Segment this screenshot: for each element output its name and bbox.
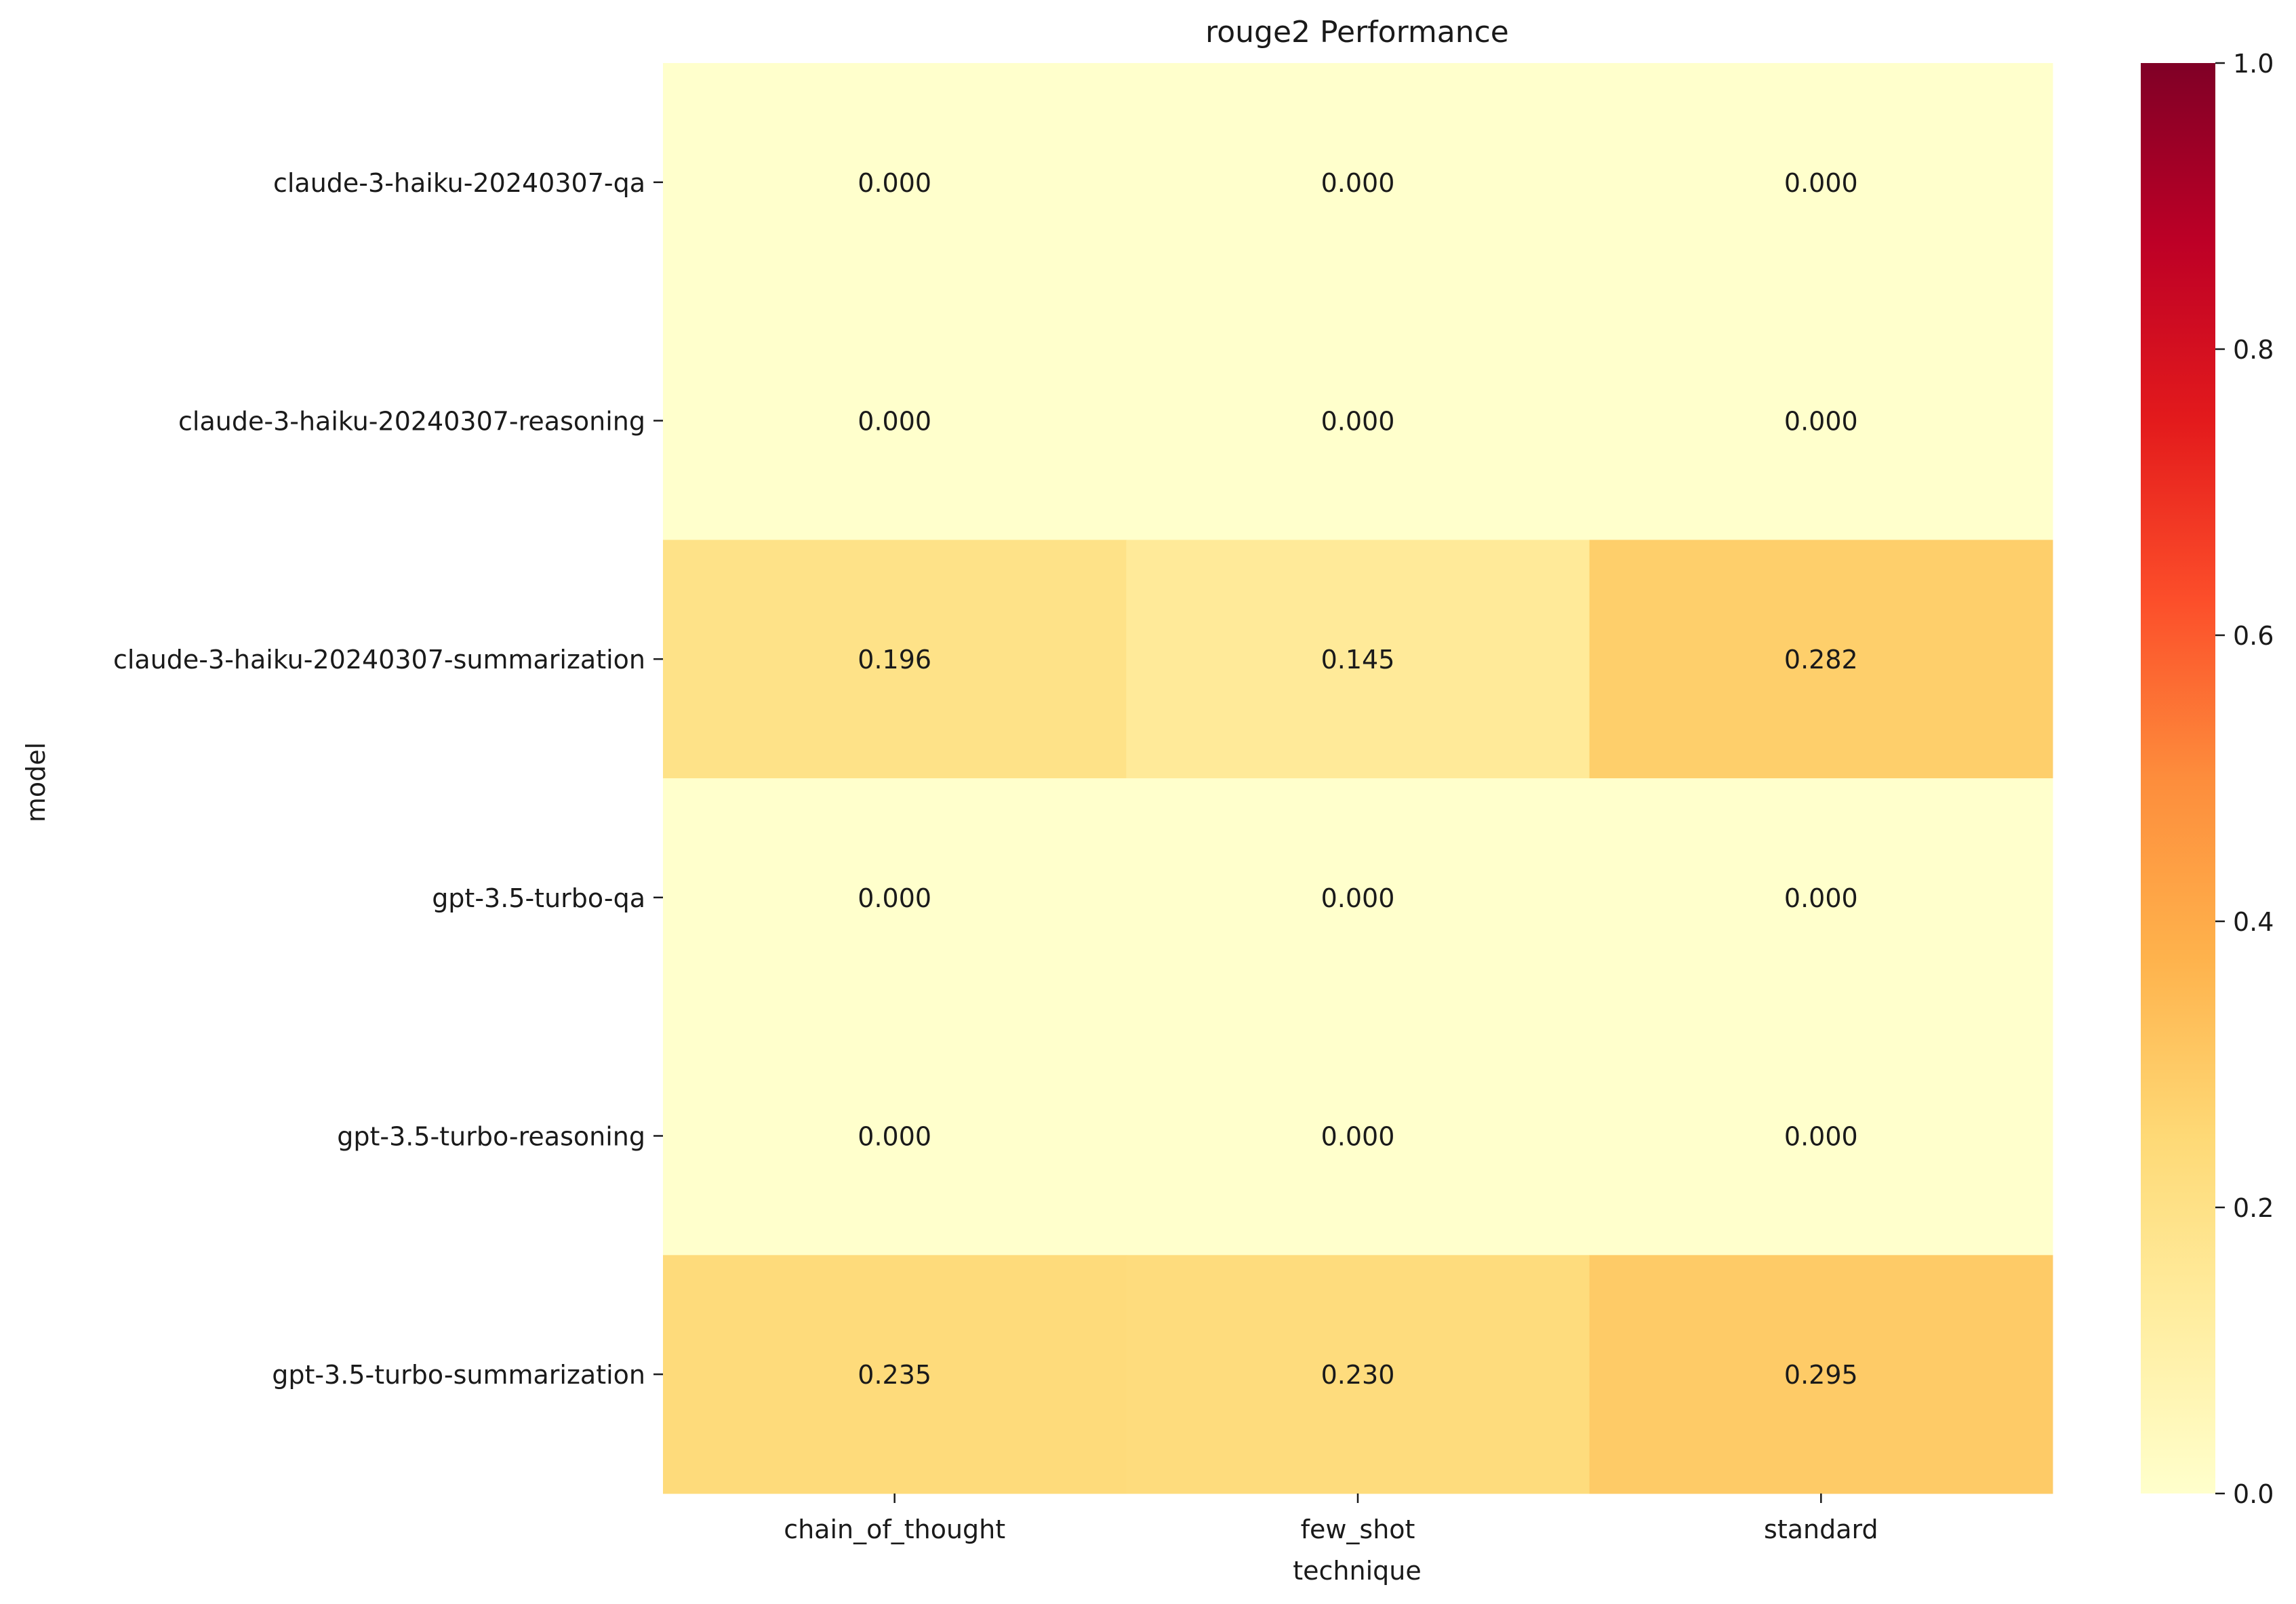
heatmap-cell	[663, 63, 1127, 302]
heatmap-cell	[1126, 1255, 1590, 1494]
colorbar-tick-label: 0.0	[2233, 1479, 2274, 1509]
x-axis-label: technique	[1293, 1556, 1421, 1586]
x-tick-label: standard	[1764, 1515, 1878, 1544]
y-tick-label: claude-3-haiku-20240307-reasoning	[178, 407, 645, 437]
colorbar-gradient	[2141, 63, 2215, 1493]
colorbar-tick-label: 0.8	[2233, 335, 2274, 365]
colorbar: 0.0 0.2 0.4 0.6 0.8 1.0	[2141, 49, 2274, 1509]
cell-value-label: 0.000	[858, 1122, 931, 1152]
heatmap-cell	[1589, 1255, 2053, 1494]
heatmap-cell	[1126, 778, 1590, 1018]
heatmap-cells	[663, 63, 2053, 1494]
y-tick-label: claude-3-haiku-20240307-summarization	[113, 645, 645, 675]
heatmap-cell	[1126, 301, 1590, 540]
cell-value-label: 0.000	[1321, 883, 1395, 913]
heatmap-cell	[1589, 540, 2053, 779]
x-axis-ticks: chain_of_thought few_shot standard	[784, 1493, 1878, 1544]
cell-value-label: 0.000	[858, 407, 931, 437]
cell-value-label: 0.230	[1321, 1360, 1395, 1390]
cell-value-label: 0.196	[858, 645, 931, 675]
heatmap-cell	[1126, 1016, 1590, 1256]
cell-value-label: 0.000	[1321, 168, 1395, 198]
y-tick-label: gpt-3.5-turbo-reasoning	[337, 1122, 645, 1152]
heatmap-cell	[663, 1255, 1127, 1494]
y-tick-label: gpt-3.5-turbo-qa	[432, 883, 645, 913]
colorbar-tick-label: 1.0	[2233, 49, 2274, 79]
heatmap-cell	[663, 778, 1127, 1018]
heatmap-cell	[1589, 63, 2053, 302]
y-axis-ticks: claude-3-haiku-20240307-qa claude-3-haiku…	[113, 168, 663, 1390]
chart-title: rouge2 Performance	[1205, 15, 1509, 49]
heatmap-cell	[663, 301, 1127, 540]
colorbar-tick-label: 0.6	[2233, 621, 2274, 651]
heatmap-cell-labels: 0.000 0.000 0.000 0.000 0.000 0.000 0.196 0.145…	[858, 168, 1857, 1390]
cell-value-label: 0.000	[858, 168, 931, 198]
colorbar-tick-label: 0.4	[2233, 907, 2274, 937]
cell-value-label: 0.000	[1784, 1122, 1858, 1152]
cell-value-label: 0.000	[1321, 1122, 1395, 1152]
heatmap-cell	[663, 540, 1127, 779]
heatmap-cell	[663, 1016, 1127, 1256]
heatmap-cell	[1126, 540, 1590, 779]
cell-value-label: 0.145	[1321, 645, 1395, 675]
cell-value-label: 0.282	[1784, 645, 1858, 675]
cell-value-label: 0.235	[858, 1360, 931, 1390]
y-tick-label: claude-3-haiku-20240307-qa	[273, 168, 645, 198]
cell-value-label: 0.000	[1784, 407, 1858, 437]
x-tick-label: few_shot	[1301, 1515, 1415, 1544]
cell-value-label: 0.000	[1784, 883, 1858, 913]
heatmap-cell	[1589, 778, 2053, 1018]
colorbar-tick-label: 0.2	[2233, 1193, 2274, 1223]
heatmap-cell	[1126, 63, 1590, 302]
y-axis-label: model	[21, 742, 51, 822]
heatmap-cell	[1589, 1016, 2053, 1256]
cell-value-label: 0.000	[858, 883, 931, 913]
heatmap-cell	[1589, 301, 2053, 540]
y-tick-label: gpt-3.5-turbo-summarization	[272, 1360, 645, 1390]
cell-value-label: 0.295	[1784, 1360, 1858, 1390]
cell-value-label: 0.000	[1321, 407, 1395, 437]
colorbar-ticks: 0.0 0.2 0.4 0.6 0.8 1.0	[2215, 49, 2274, 1509]
x-tick-label: chain_of_thought	[784, 1515, 1005, 1544]
cell-value-label: 0.000	[1784, 168, 1858, 198]
